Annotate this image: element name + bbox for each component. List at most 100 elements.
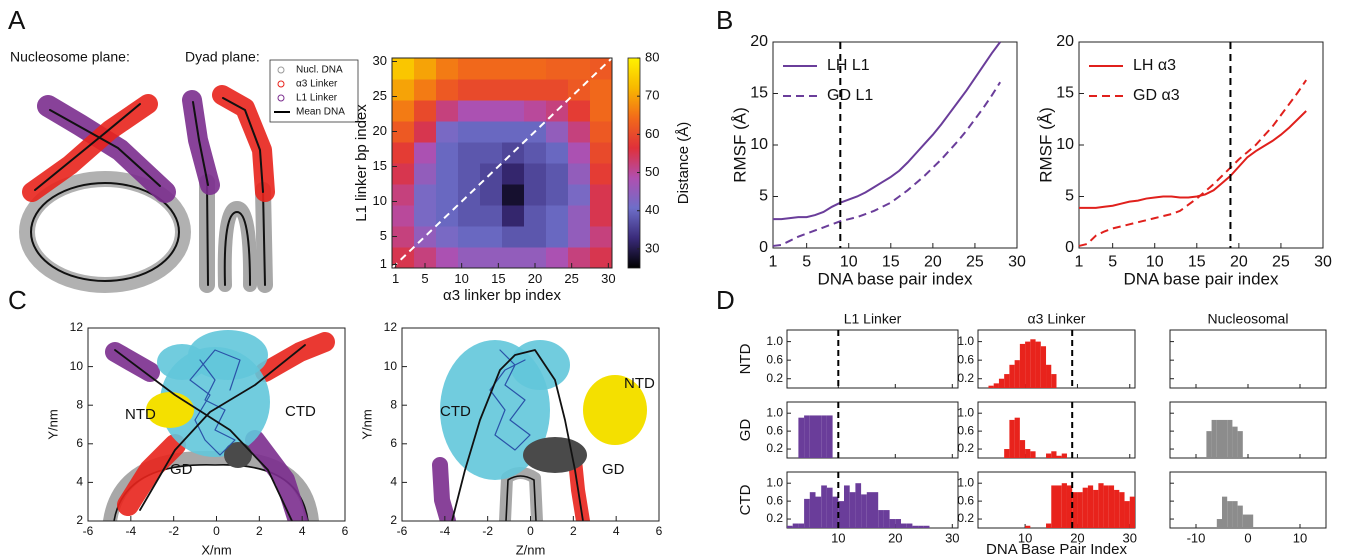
heat-cell — [414, 184, 437, 206]
colorbar — [627, 57, 641, 269]
histogram-bar — [1040, 346, 1047, 388]
heat-cell — [436, 184, 459, 206]
histogram-bar — [804, 415, 810, 458]
plot-frame — [1169, 329, 1327, 389]
y-tick-label: 20 — [373, 123, 387, 138]
y-tick-label: 0.2 — [766, 441, 783, 455]
legend-label: GD L1 — [827, 87, 873, 104]
heat-cell — [568, 184, 591, 206]
histogram-bar — [1124, 501, 1130, 528]
projection-clouds — [432, 340, 647, 521]
colorbar-label: Distance (Å) — [675, 122, 692, 205]
histogram-bar — [1222, 419, 1228, 458]
histogram-bar — [826, 415, 833, 458]
histogram-bar — [1227, 501, 1233, 528]
histogram-bar — [1025, 341, 1031, 388]
column-title: α3 Linker — [1028, 311, 1086, 327]
x-tick-label: 20 — [1070, 530, 1084, 545]
heat-cell — [392, 205, 415, 227]
histogram-bar — [1046, 453, 1052, 458]
histogram-bar — [1211, 419, 1217, 458]
panel-label: D — [716, 285, 735, 315]
heat-cell — [414, 247, 437, 269]
legend-label: LH L1 — [827, 57, 870, 74]
histogram-bar — [1056, 455, 1062, 458]
histogram-bar — [1237, 431, 1243, 458]
histogram-bar — [1004, 374, 1010, 388]
heat-cell — [480, 121, 503, 143]
histogram-bar — [1098, 483, 1104, 528]
y-tick-label: 15 — [750, 85, 768, 102]
histogram-bar — [832, 496, 839, 528]
y-tick-label: 10 — [70, 359, 84, 373]
histogram-bar — [792, 523, 799, 528]
histogram-bar — [826, 487, 833, 528]
y-tick-label: 1.0 — [766, 475, 783, 489]
heat-cell — [392, 121, 415, 143]
x-tick-label: 6 — [656, 524, 663, 538]
heat-cell — [502, 100, 525, 122]
y-tick-label: 10 — [750, 136, 768, 153]
panel-label: A — [8, 5, 26, 35]
x-tick-label: 0 — [1244, 530, 1251, 545]
x-tick-label: 0 — [213, 524, 220, 538]
histogram-bar — [901, 523, 907, 528]
histogram-bar — [889, 519, 896, 528]
plot-frame — [1078, 41, 1324, 249]
heat-cell — [524, 100, 547, 122]
heat-cell — [414, 121, 437, 143]
histogram-bar — [1066, 485, 1073, 528]
heat-cell — [392, 58, 415, 80]
legend-label: Mean DNA — [296, 107, 345, 118]
histogram-bar — [861, 494, 867, 528]
projection-clouds — [103, 330, 335, 521]
caption: Dyad plane: — [185, 49, 260, 65]
x-tick-label: 20 — [924, 254, 942, 271]
histogram-bar — [1216, 419, 1222, 458]
y-tick-label: 20 — [750, 33, 768, 50]
annotation: CTD — [440, 403, 471, 420]
histogram-bar — [1046, 364, 1052, 388]
heat-cell — [392, 100, 415, 122]
histogram-bar — [821, 485, 827, 528]
x-tick-label: 20 — [528, 271, 542, 286]
x-tick-label: 30 — [945, 530, 959, 545]
heat-cell — [436, 100, 459, 122]
heat-cell — [392, 184, 415, 206]
heat-cell — [546, 121, 569, 143]
x-tick-label: 10 — [1293, 530, 1307, 545]
y-tick-label: 2 — [390, 513, 397, 527]
histogram-bar — [895, 519, 901, 528]
heat-cell — [414, 163, 437, 185]
x-tick-label: 10 — [454, 271, 468, 286]
y-tick-label: 0.6 — [766, 352, 783, 366]
x-tick-label: 2 — [256, 524, 263, 538]
histogram-bar — [1232, 501, 1238, 528]
histogram-bar — [912, 525, 919, 528]
y-tick-label: 0.6 — [766, 423, 783, 437]
x-tick-label: 25 — [966, 254, 984, 271]
y-tick-label: 12 — [384, 320, 398, 334]
y-tick-label: 0.2 — [957, 371, 974, 385]
y-tick-label: 0 — [759, 239, 768, 256]
x-tick-label: 25 — [1272, 254, 1290, 271]
histogram-bar — [1129, 496, 1135, 528]
heat-cell — [546, 58, 569, 80]
heat-cell — [480, 205, 503, 227]
plot-frame — [977, 401, 1136, 459]
heat-cell — [414, 58, 437, 80]
heat-cell — [590, 226, 613, 248]
histogram-bar — [1077, 492, 1083, 528]
y-tick-label: 5 — [1065, 188, 1074, 205]
annotation: CTD — [285, 403, 316, 420]
heat-cell — [546, 142, 569, 164]
heat-cell — [568, 100, 591, 122]
row-label: CTD — [737, 484, 754, 515]
heat-cell — [392, 226, 415, 248]
histogram-bar — [798, 417, 805, 458]
histogram-bar — [1019, 440, 1026, 458]
x-tick-label: 4 — [299, 524, 306, 538]
heat-cell — [436, 142, 459, 164]
